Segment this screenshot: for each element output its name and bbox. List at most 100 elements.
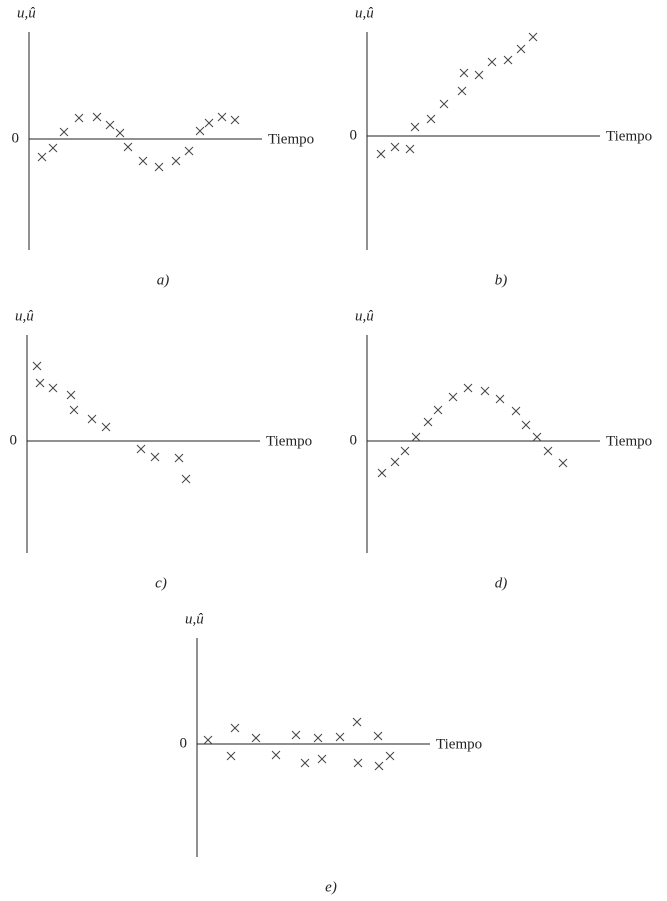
- point: [374, 761, 384, 771]
- marker-stroke: [459, 68, 469, 78]
- point: [154, 162, 164, 172]
- x-axis-label: Tiempo: [606, 433, 652, 449]
- marker-stroke: [123, 142, 133, 152]
- marker-stroke: [433, 405, 443, 415]
- point: [400, 446, 410, 456]
- point: [335, 732, 345, 742]
- marker-stroke: [390, 142, 400, 152]
- point: [171, 156, 181, 166]
- y-axis-label: u,û: [17, 5, 36, 21]
- marker-stroke: [335, 732, 345, 742]
- point: [217, 112, 227, 122]
- marker-stroke: [543, 446, 553, 456]
- point: [74, 113, 84, 123]
- point: [48, 143, 58, 153]
- marker-stroke: [171, 156, 181, 166]
- y-tick-label: 0: [350, 127, 358, 143]
- point: [181, 474, 191, 484]
- marker-stroke: [376, 149, 386, 159]
- caption: e): [325, 879, 337, 895]
- point: [313, 733, 323, 743]
- marker-stroke: [521, 420, 531, 430]
- marker-stroke: [448, 392, 458, 402]
- point: [503, 55, 513, 65]
- point: [352, 717, 362, 727]
- point: [317, 754, 327, 764]
- marker-stroke: [184, 146, 194, 156]
- point: [390, 142, 400, 152]
- marker-stroke: [352, 717, 362, 727]
- point: [35, 378, 45, 388]
- y-tick-label: 0: [12, 130, 20, 146]
- point: [376, 149, 386, 159]
- y-tick-label: 0: [180, 735, 188, 751]
- point: [92, 112, 102, 122]
- point: [411, 432, 421, 442]
- point: [204, 118, 214, 128]
- point: [474, 70, 484, 80]
- point: [291, 730, 301, 740]
- marker-stroke: [35, 378, 45, 388]
- point: [528, 32, 538, 42]
- point: [230, 723, 240, 733]
- point: [448, 392, 458, 402]
- marker-stroke: [291, 730, 301, 740]
- point: [480, 386, 490, 396]
- marker-stroke: [390, 457, 400, 467]
- point: [271, 750, 281, 760]
- x-axis-label: Tiempo: [436, 736, 482, 752]
- point: [558, 458, 568, 468]
- point: [203, 735, 213, 745]
- caption: c): [155, 575, 167, 591]
- x-axis-label: Tiempo: [606, 128, 652, 144]
- point: [66, 390, 76, 400]
- point: [459, 68, 469, 78]
- marker-stroke: [136, 444, 146, 454]
- marker-stroke: [105, 120, 115, 130]
- marker-stroke: [138, 156, 148, 166]
- point: [69, 405, 79, 415]
- marker-stroke: [374, 761, 384, 771]
- caption: d): [495, 575, 508, 591]
- x-axis-label: Tiempo: [268, 131, 314, 147]
- marker-stroke: [92, 112, 102, 122]
- point: [433, 405, 443, 415]
- marker-stroke: [37, 152, 47, 162]
- marker-stroke: [217, 112, 227, 122]
- marker-stroke: [377, 468, 387, 478]
- point: [32, 361, 42, 371]
- marker-stroke: [154, 162, 164, 172]
- marker-stroke: [457, 86, 467, 96]
- marker-stroke: [251, 733, 261, 743]
- point: [511, 406, 521, 416]
- point: [532, 432, 542, 442]
- marker-stroke: [353, 758, 363, 768]
- marker-stroke: [385, 751, 395, 761]
- point: [463, 383, 473, 393]
- point: [105, 120, 115, 130]
- point: [516, 44, 526, 54]
- marker-stroke: [511, 406, 521, 416]
- caption: a): [157, 272, 170, 288]
- point: [390, 457, 400, 467]
- marker-stroke: [532, 432, 542, 442]
- marker-stroke: [66, 390, 76, 400]
- marker-stroke: [516, 44, 526, 54]
- point: [123, 142, 133, 152]
- marker-stroke: [181, 474, 191, 484]
- point: [457, 86, 467, 96]
- marker-stroke: [87, 414, 97, 424]
- point: [423, 417, 433, 427]
- point: [59, 127, 69, 137]
- marker-stroke: [487, 57, 497, 67]
- point: [48, 383, 58, 393]
- point: [174, 453, 184, 463]
- marker-stroke: [558, 458, 568, 468]
- point: [410, 122, 420, 132]
- marker-stroke: [423, 417, 433, 427]
- point: [226, 751, 236, 761]
- marker-stroke: [300, 758, 310, 768]
- point: [138, 156, 148, 166]
- point: [521, 420, 531, 430]
